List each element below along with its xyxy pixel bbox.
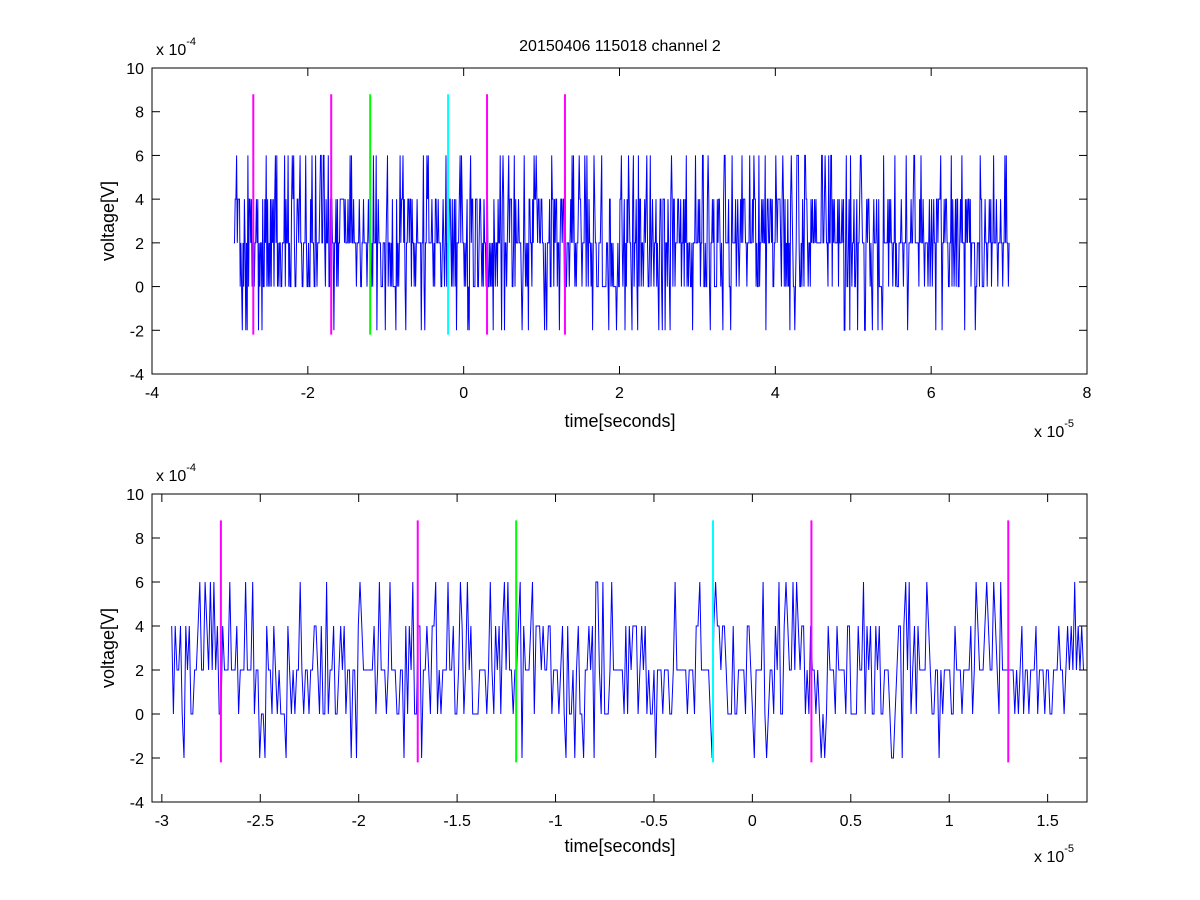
x-tick-label: -1	[548, 813, 562, 830]
x-axis-ticks: -3 -2.5 -2 -1.5 -1 -0.5 0 0.5 1 1.5	[155, 494, 1059, 830]
event-markers	[219, 520, 1010, 763]
y-tick-label: -4	[130, 367, 144, 384]
x-tick-label: 1.5	[1037, 813, 1059, 830]
x-tick-label: 8	[1083, 385, 1092, 402]
y-tick-label: 10	[126, 61, 144, 78]
y-tick-label: 6	[135, 148, 144, 165]
signal-trace	[233, 154, 1010, 331]
x-tick-label: -4	[145, 385, 159, 402]
y-axis-label: voltage[V]	[98, 608, 118, 688]
x-tick-label: -2.5	[246, 813, 274, 830]
x-tick-label: -3	[155, 813, 169, 830]
x-tick-label: 1	[945, 813, 954, 830]
x-axis-exponent: x 10-5	[1034, 418, 1074, 441]
bottom-subplot: -3 -2.5 -2 -1.5 -1 -0.5 0 0.5 1 1.5 -4 -2 0 2 4 6 8 10 t…	[98, 462, 1088, 866]
x-tick-label: 6	[927, 385, 936, 402]
signal-trace	[171, 581, 1087, 759]
chart-title: 20150406 115018 channel 2	[519, 38, 721, 55]
x-tick-label: -2	[301, 385, 315, 402]
event-markers	[252, 94, 566, 335]
x-tick-label: 4	[771, 385, 780, 402]
y-tick-label: 6	[135, 575, 144, 592]
y-tick-label: 4	[135, 192, 144, 209]
top-subplot: 20150406 115018 channel 2 -4 -2 0 2 4 6 8 -4 -2…	[98, 36, 1092, 441]
y-axis-ticks: -4 -2 0 2 4 6 8 10	[126, 61, 1087, 384]
y-tick-label: 4	[135, 619, 144, 636]
x-tick-label: 0	[459, 385, 468, 402]
y-tick-label: 2	[135, 663, 144, 680]
y-tick-label: 0	[135, 280, 144, 297]
y-axis-ticks: -4 -2 0 2 4 6 8 10	[126, 487, 1087, 812]
y-axis-exponent: x 10-4	[156, 462, 196, 485]
axes-box	[151, 493, 1088, 803]
x-tick-label: 0	[748, 813, 757, 830]
x-tick-label: -1.5	[443, 813, 471, 830]
x-tick-label: 2	[615, 385, 624, 402]
x-tick-label: 0.5	[840, 813, 862, 830]
x-axis-exponent: x 10-5	[1034, 843, 1074, 866]
y-tick-label: -2	[130, 751, 144, 768]
signal-trace-line	[233, 154, 1010, 331]
x-tick-label: -2	[352, 813, 366, 830]
x-axis-ticks: -4 -2 0 2 4 6 8	[145, 68, 1092, 402]
y-tick-label: -2	[130, 323, 144, 340]
y-tick-label: -4	[130, 795, 144, 812]
y-tick-label: 0	[135, 707, 144, 724]
x-axis-label: time[seconds]	[564, 411, 675, 431]
y-tick-label: 8	[135, 105, 144, 122]
y-axis-exponent: x 10-4	[156, 36, 196, 59]
x-tick-label: -0.5	[640, 813, 668, 830]
y-tick-label: 8	[135, 531, 144, 548]
x-axis-label: time[seconds]	[564, 836, 675, 856]
y-tick-label: 10	[126, 487, 144, 504]
signal-trace-line	[171, 581, 1087, 759]
y-axis-label: voltage[V]	[98, 181, 118, 261]
y-tick-label: 2	[135, 236, 144, 253]
